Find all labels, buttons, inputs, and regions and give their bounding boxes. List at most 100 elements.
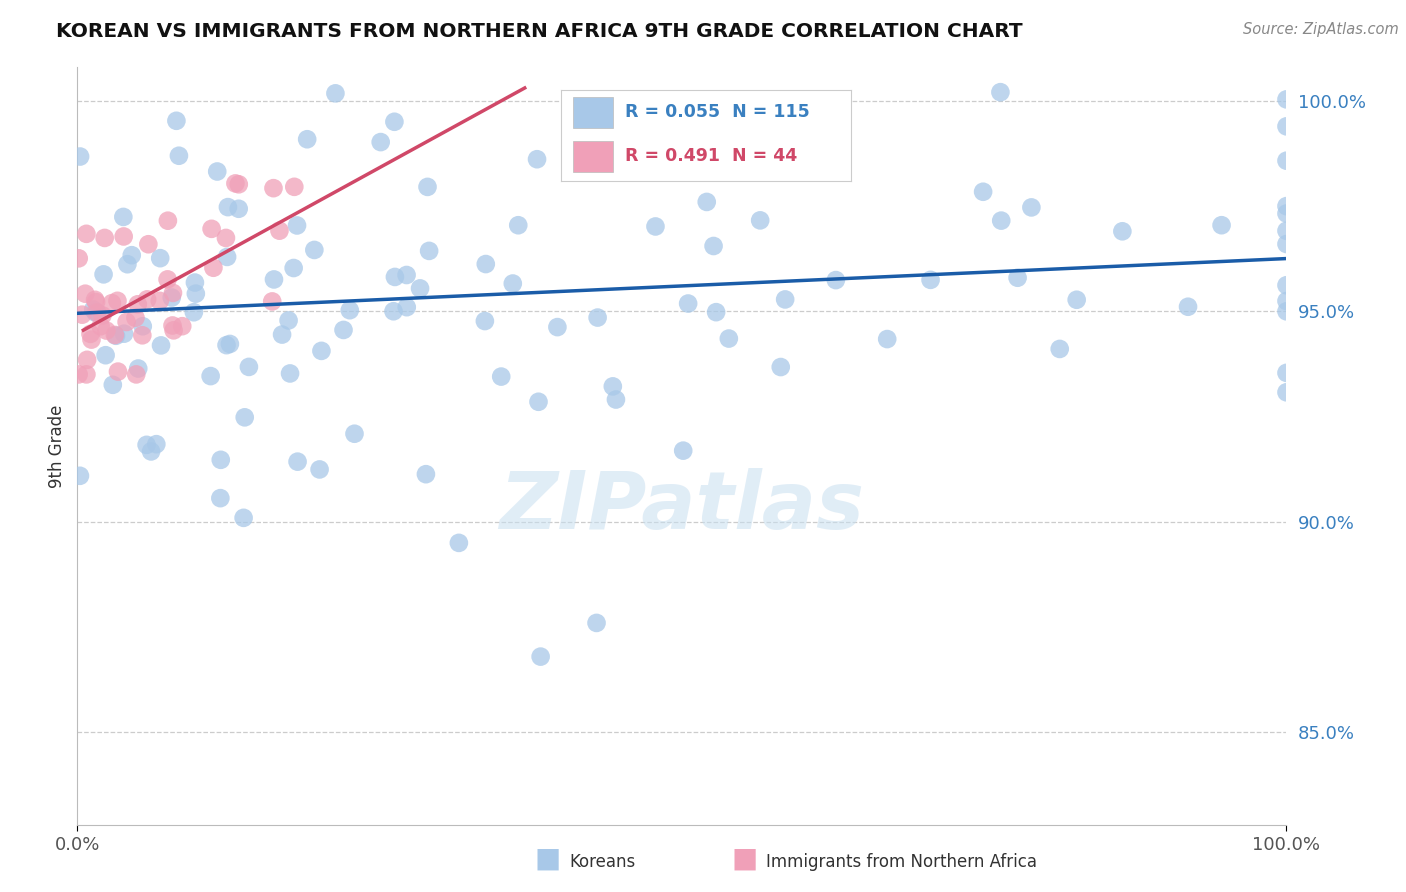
Point: [200, 222, 222, 236]
Point: [183, 305, 205, 319]
Point: [136, 293, 159, 307]
Point: [115, 315, 138, 329]
Point: [93, 268, 115, 282]
Point: [93, 231, 115, 245]
Point: [107, 293, 129, 308]
Point: [605, 392, 627, 407]
Point: [86, 306, 108, 320]
Point: [150, 338, 173, 352]
Point: [1275, 92, 1298, 106]
Point: [215, 338, 238, 352]
Point: [295, 132, 318, 146]
Point: [773, 293, 796, 307]
Point: [395, 268, 418, 282]
Point: [703, 239, 725, 253]
Point: [67, 368, 90, 382]
Point: [271, 327, 294, 342]
Point: [209, 491, 232, 505]
Point: [84, 293, 107, 307]
Point: [238, 359, 260, 374]
Point: [96, 324, 118, 338]
Point: [228, 202, 250, 216]
Point: [75, 227, 97, 241]
Point: [1275, 385, 1298, 400]
Point: [876, 332, 898, 346]
Point: [696, 194, 718, 209]
Point: [370, 135, 392, 149]
Point: [1275, 304, 1298, 318]
Point: [82, 302, 104, 317]
Point: [90, 319, 112, 334]
Point: [278, 367, 301, 381]
Point: [91, 309, 114, 323]
Point: [602, 379, 624, 393]
Point: [184, 276, 207, 290]
Point: [69, 468, 91, 483]
Point: [233, 410, 256, 425]
Point: [585, 615, 607, 630]
Point: [139, 444, 162, 458]
Point: [1066, 293, 1088, 307]
Point: [228, 178, 250, 192]
Point: [263, 272, 285, 286]
Point: [824, 273, 846, 287]
Point: [207, 164, 229, 178]
Point: [184, 286, 207, 301]
Point: [704, 305, 727, 319]
Point: [107, 365, 129, 379]
Point: [209, 452, 232, 467]
Point: [101, 296, 124, 310]
Point: [990, 85, 1012, 99]
Point: [644, 219, 666, 234]
Point: [263, 181, 285, 195]
Point: [332, 323, 354, 337]
Point: [990, 213, 1012, 227]
Point: [277, 313, 299, 327]
Point: [1275, 120, 1298, 134]
Point: [84, 305, 107, 319]
Point: [304, 243, 326, 257]
Point: [138, 237, 160, 252]
Point: [149, 293, 172, 308]
Point: [262, 294, 284, 309]
Point: [343, 426, 366, 441]
Point: [145, 437, 167, 451]
Point: [283, 179, 305, 194]
Y-axis label: 9th Grade: 9th Grade: [48, 404, 66, 488]
Point: [101, 377, 124, 392]
Point: [172, 319, 194, 334]
Point: [447, 536, 470, 550]
Point: [131, 328, 153, 343]
Point: [717, 332, 740, 346]
Point: [132, 319, 155, 334]
Point: [1275, 199, 1298, 213]
Point: [1211, 218, 1233, 232]
Point: [167, 149, 190, 163]
Point: [308, 462, 330, 476]
Point: [80, 333, 103, 347]
Text: ■: ■: [534, 845, 561, 872]
Point: [409, 281, 432, 295]
Point: [70, 308, 93, 322]
Point: [395, 300, 418, 314]
Point: [972, 185, 994, 199]
Point: [311, 343, 333, 358]
Point: [382, 304, 405, 318]
Point: [1275, 278, 1298, 293]
Point: [1111, 224, 1133, 238]
Point: [527, 394, 550, 409]
Point: [162, 285, 184, 300]
Point: [1049, 342, 1071, 356]
Point: [104, 328, 127, 343]
Point: [325, 87, 347, 101]
Point: [586, 310, 609, 325]
Point: [920, 273, 942, 287]
Text: ■: ■: [731, 845, 758, 872]
Point: [162, 318, 184, 333]
Point: [149, 251, 172, 265]
Point: [76, 352, 98, 367]
Point: [121, 248, 143, 262]
Point: [232, 511, 254, 525]
Point: [219, 337, 242, 351]
Point: [200, 369, 222, 384]
